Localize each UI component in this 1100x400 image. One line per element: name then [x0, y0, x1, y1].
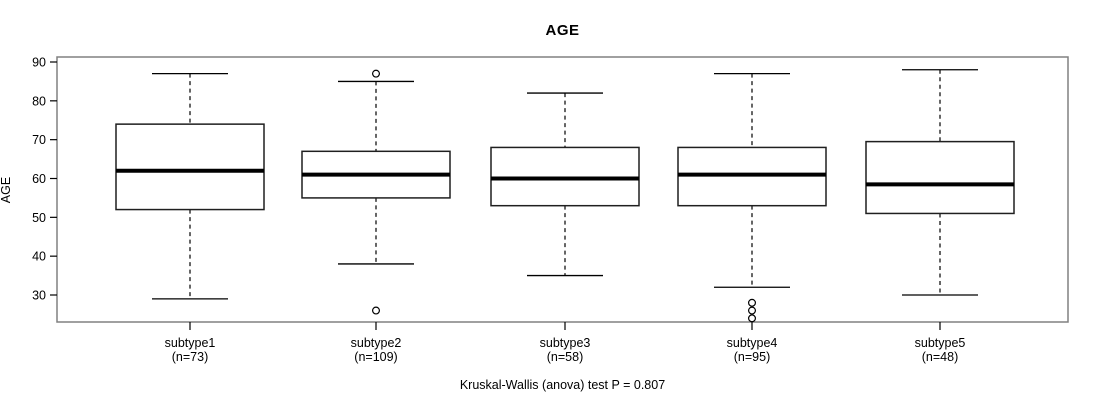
outlier-point [747, 314, 756, 323]
x-tick-sublabel: (n=73) [172, 350, 208, 364]
x-tick-label: subtype5 [915, 336, 966, 350]
x-tick-label: subtype4 [727, 336, 778, 350]
y-tick-label: 70 [32, 133, 46, 147]
x-tick-sublabel: (n=109) [354, 350, 397, 364]
y-tick-label: 40 [32, 250, 46, 264]
y-tick-label: 60 [32, 172, 46, 186]
outlier-point [372, 306, 381, 315]
y-tick-label: 50 [32, 211, 46, 225]
x-tick-label: subtype3 [540, 336, 591, 350]
chart-title: AGE [545, 22, 580, 39]
y-tick-label: 80 [32, 94, 46, 108]
x-tick-sublabel: (n=48) [922, 350, 958, 364]
y-tick-label: 30 [32, 289, 46, 303]
x-tick-label: subtype2 [351, 336, 402, 350]
plot-frame [56, 56, 1069, 323]
x-tick-sublabel: (n=95) [734, 350, 770, 364]
iqr-box [115, 123, 265, 211]
iqr-box [865, 140, 1015, 215]
x-tick-label: subtype1 [165, 336, 216, 350]
y-tick-label: 90 [32, 56, 46, 70]
outlier-point [747, 306, 756, 315]
outlier-point [747, 298, 756, 307]
x-tick-sublabel: (n=58) [547, 350, 583, 364]
outlier-point [372, 69, 381, 78]
statistical-test-caption: Kruskal-Wallis (anova) test P = 0.807 [459, 378, 666, 392]
